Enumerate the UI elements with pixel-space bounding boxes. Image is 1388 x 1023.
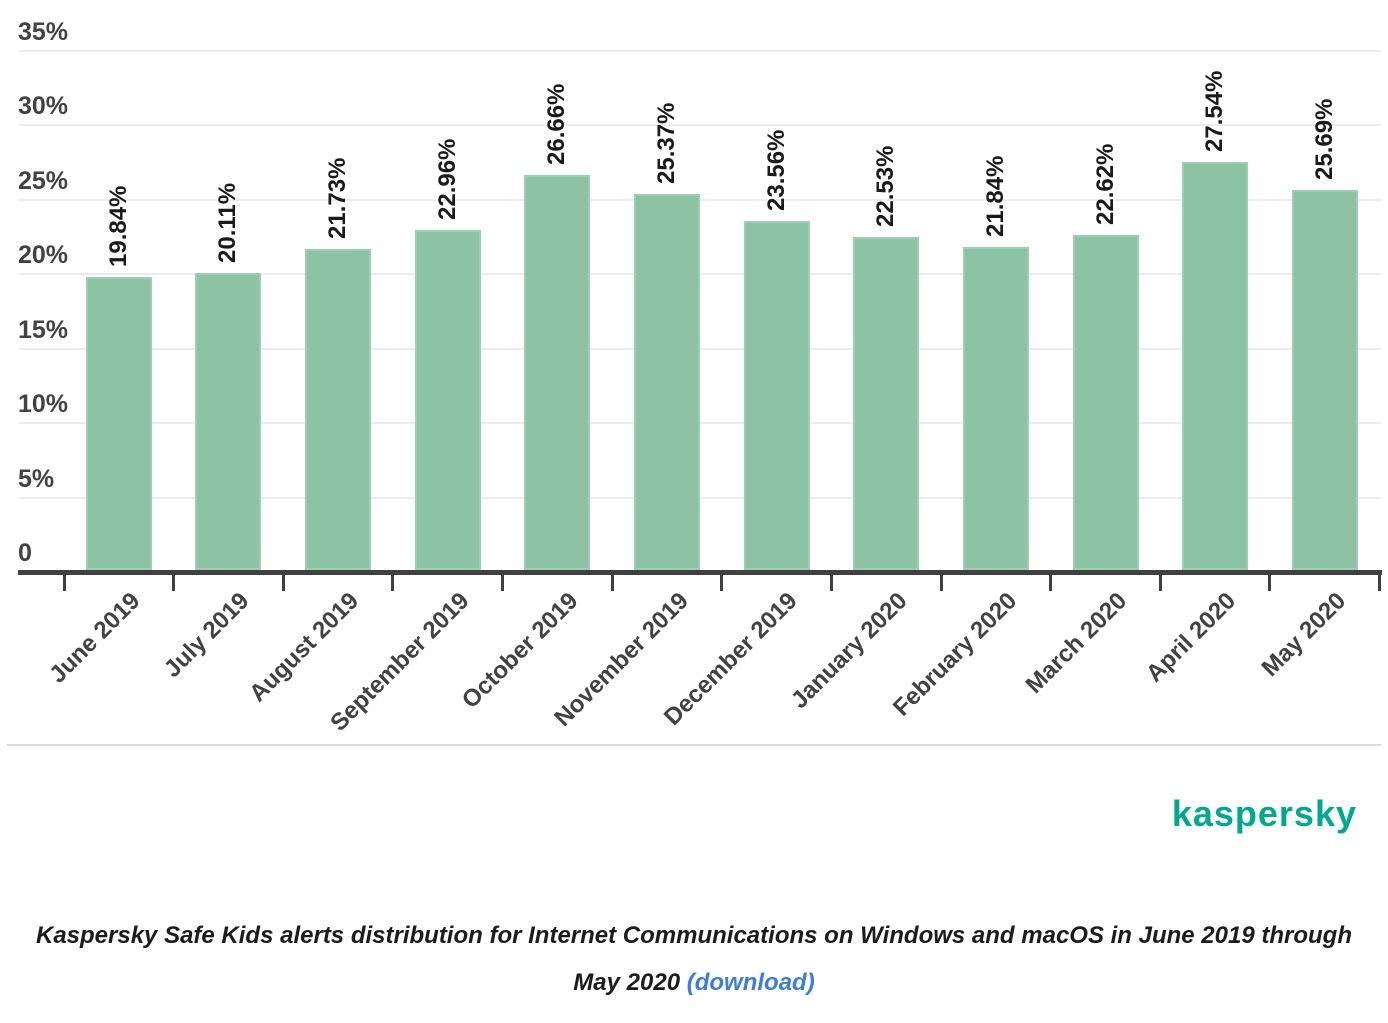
- bar: [1182, 162, 1249, 570]
- x-axis-tick: [281, 573, 285, 591]
- x-axis-tick: [1049, 573, 1053, 591]
- x-axis-tick: [172, 573, 176, 591]
- bar-value-label: 27.54%: [1201, 70, 1229, 153]
- x-axis-label: April 2020: [1141, 587, 1242, 688]
- y-axis-label: 25%: [18, 166, 69, 195]
- caption-line-2: May 2020 (download): [0, 959, 1388, 1006]
- y-axis-label: 15%: [18, 315, 69, 344]
- x-axis-tick: [1268, 573, 1272, 591]
- y-axis-label: 30%: [18, 92, 69, 121]
- bar: [853, 236, 920, 570]
- x-axis-label: October 2019: [457, 587, 584, 714]
- bar: [1291, 189, 1358, 570]
- y-axis-label: 0: [18, 539, 32, 567]
- bar: [305, 248, 372, 570]
- gridline: [19, 124, 1381, 127]
- bar-chart: 35% 30% 25% 20% 15% 10% 5% 0 19.84% June 2019 20.1…: [18, 18, 1382, 737]
- bar: [414, 230, 481, 570]
- bar-value-label: 19.84%: [104, 185, 132, 267]
- bar: [1072, 235, 1139, 570]
- bar: [85, 276, 152, 570]
- x-axis-tick: [939, 573, 943, 591]
- x-axis-tick: [391, 573, 395, 591]
- caption-line-1: Kaspersky Safe Kids alerts distribution …: [35, 922, 1352, 949]
- bar-value-label: 26.66%: [543, 83, 571, 166]
- x-axis-tick: [829, 573, 833, 591]
- x-axis-tick: [1378, 573, 1382, 591]
- bar-value-label: 21.73%: [324, 157, 352, 239]
- bar-value-label: 25.69%: [1310, 98, 1338, 180]
- bar: [195, 272, 262, 570]
- x-axis-tick: [720, 573, 724, 591]
- x-axis-tick: [1158, 573, 1162, 591]
- y-axis-label: 35%: [18, 18, 69, 46]
- bar-value-label: 21.84%: [981, 155, 1009, 237]
- x-axis-label: May 2020: [1256, 587, 1352, 682]
- x-axis-label: March 2020: [1020, 587, 1132, 699]
- bar-value-label: 22.96%: [433, 138, 461, 221]
- caption-line-2-text: May 2020: [573, 969, 681, 996]
- bar: [962, 246, 1029, 570]
- bar-value-label: 22.62%: [1091, 143, 1119, 226]
- gridline: [19, 273, 1381, 276]
- bar-value-label: 23.56%: [762, 129, 790, 212]
- gridline: [19, 50, 1381, 52]
- gridline: [19, 347, 1381, 350]
- x-axis-label: August 2019: [244, 587, 365, 708]
- x-axis-label: June 2019: [44, 587, 146, 689]
- bar: [524, 175, 591, 570]
- download-link[interactable]: (download): [686, 969, 815, 996]
- chart-caption: Kaspersky Safe Kids alerts distribution …: [0, 912, 1388, 1006]
- x-axis-tick: [610, 573, 614, 591]
- x-axis-line: [18, 570, 1382, 575]
- bar-value-label: 20.11%: [214, 182, 242, 263]
- bar: [633, 194, 700, 570]
- gridline: [19, 496, 1381, 499]
- x-axis-tick: [501, 573, 505, 591]
- bar: [743, 221, 810, 570]
- y-axis-label: 20%: [18, 241, 69, 270]
- y-axis-label: 10%: [18, 390, 69, 419]
- x-axis-tick: [62, 573, 66, 591]
- y-axis-label: 5%: [18, 464, 55, 493]
- bar-value-label: 22.53%: [872, 145, 900, 227]
- x-axis-label: July 2019: [159, 587, 255, 683]
- gridline: [19, 198, 1381, 201]
- bar-value-label: 25.37%: [652, 102, 680, 185]
- gridline: [19, 422, 1381, 425]
- kaspersky-logo: kaspersky: [1171, 793, 1357, 834]
- separator-line: [7, 744, 1381, 746]
